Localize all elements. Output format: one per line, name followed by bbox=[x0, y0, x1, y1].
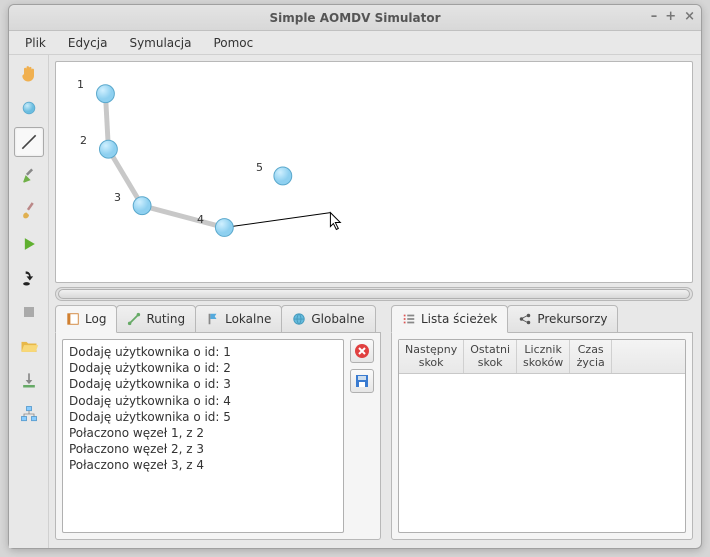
maximize-button[interactable]: + bbox=[665, 9, 676, 24]
menu-help[interactable]: Pomoc bbox=[203, 33, 263, 53]
col-spacer bbox=[612, 340, 685, 373]
share-icon bbox=[518, 312, 532, 326]
ruting-icon bbox=[127, 312, 141, 326]
minimize-button[interactable]: – bbox=[651, 9, 658, 24]
pick-tool[interactable] bbox=[14, 161, 44, 191]
stop-button[interactable] bbox=[14, 297, 44, 327]
node-3[interactable] bbox=[133, 197, 151, 215]
menu-file[interactable]: Plik bbox=[15, 33, 56, 53]
left-panel: Log Ruting Lokalne Globalne Dodaję użytk… bbox=[55, 305, 381, 540]
menubar: Plik Edycja Symulacja Pomoc bbox=[9, 31, 701, 55]
tab-ruting[interactable]: Ruting bbox=[116, 305, 196, 333]
col-ttl[interactable]: Czasżycia bbox=[570, 340, 612, 373]
scrollbar-thumb[interactable] bbox=[58, 289, 690, 299]
node-label-4: 4 bbox=[197, 213, 204, 226]
open-button[interactable] bbox=[14, 331, 44, 361]
col-next-hop[interactable]: Następnyskok bbox=[399, 340, 464, 373]
window-title: Simple AOMDV Simulator bbox=[269, 11, 440, 25]
log-icon bbox=[66, 312, 80, 326]
col-last-hop[interactable]: Ostatniskok bbox=[464, 340, 517, 373]
node-label-1: 1 bbox=[77, 78, 84, 91]
list-icon bbox=[402, 312, 416, 326]
tab-paths[interactable]: Lista ścieżek bbox=[391, 305, 508, 333]
node-label-5: 5 bbox=[256, 161, 263, 174]
app-window: Simple AOMDV Simulator – + × Plik Edycja… bbox=[8, 4, 702, 549]
right-panel: Lista ścieżek Prekursorzy Następnyskok O… bbox=[391, 305, 693, 540]
download-button[interactable] bbox=[14, 365, 44, 395]
paths-table[interactable]: Następnyskok Ostatniskok Licznikskoków C… bbox=[398, 339, 686, 533]
node-2[interactable] bbox=[99, 140, 117, 158]
node-label-2: 2 bbox=[80, 134, 87, 147]
log-textarea[interactable]: Dodaję użytkownika o id: 1Dodaję użytkow… bbox=[62, 339, 344, 533]
tab-prec[interactable]: Prekursorzy bbox=[507, 305, 618, 333]
tab-log[interactable]: Log bbox=[55, 305, 117, 333]
menu-simulation[interactable]: Symulacja bbox=[119, 33, 201, 53]
network-button[interactable] bbox=[14, 399, 44, 429]
clear-log-button[interactable] bbox=[350, 339, 374, 363]
hand-tool[interactable] bbox=[14, 59, 44, 89]
tab-lokalne[interactable]: Lokalne bbox=[195, 305, 282, 333]
node-1[interactable] bbox=[97, 85, 115, 103]
play-button[interactable] bbox=[14, 229, 44, 259]
edge-tool[interactable] bbox=[14, 127, 44, 157]
flag-icon bbox=[206, 312, 220, 326]
tab-globalne[interactable]: Globalne bbox=[281, 305, 375, 333]
canvas-scrollbar[interactable] bbox=[55, 287, 693, 301]
toolbox bbox=[9, 55, 49, 548]
titlebar: Simple AOMDV Simulator – + × bbox=[9, 5, 701, 31]
brush-tool[interactable] bbox=[14, 195, 44, 225]
globe-icon bbox=[292, 312, 306, 326]
close-button[interactable]: × bbox=[684, 9, 695, 24]
save-log-button[interactable] bbox=[350, 369, 374, 393]
canvas[interactable]: 1 2 3 4 5 bbox=[55, 61, 693, 283]
node-label-3: 3 bbox=[114, 191, 121, 204]
menu-edit[interactable]: Edycja bbox=[58, 33, 118, 53]
node-5[interactable] bbox=[274, 167, 292, 185]
step-button[interactable] bbox=[14, 263, 44, 293]
node-4[interactable] bbox=[215, 219, 233, 237]
node-tool[interactable] bbox=[14, 93, 44, 123]
col-hop-count[interactable]: Licznikskoków bbox=[517, 340, 570, 373]
